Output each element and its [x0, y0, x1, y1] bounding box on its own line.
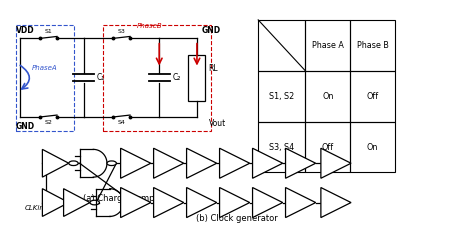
Text: C₂: C₂ — [173, 73, 181, 82]
Text: Off: Off — [322, 143, 334, 152]
Text: CLKin: CLKin — [25, 205, 45, 211]
Text: (b) Clock generator: (b) Clock generator — [196, 214, 278, 223]
Bar — [189, 55, 205, 101]
Bar — [305, 122, 350, 172]
Polygon shape — [64, 189, 90, 216]
Polygon shape — [187, 148, 217, 178]
Text: VDD: VDD — [16, 26, 34, 35]
Text: C₁: C₁ — [97, 73, 105, 82]
Text: Off: Off — [366, 92, 379, 101]
Polygon shape — [285, 148, 316, 178]
Polygon shape — [219, 187, 250, 218]
Polygon shape — [154, 148, 184, 178]
Bar — [258, 71, 305, 122]
Bar — [103, 25, 211, 131]
Text: S3, S4: S3, S4 — [269, 143, 294, 152]
Text: Phase A: Phase A — [312, 41, 344, 50]
Polygon shape — [154, 187, 184, 218]
Text: On: On — [322, 92, 333, 101]
Text: S1: S1 — [45, 29, 53, 34]
Bar — [350, 122, 395, 172]
Bar — [305, 71, 350, 122]
Polygon shape — [285, 187, 316, 218]
Polygon shape — [42, 189, 69, 216]
Bar — [350, 71, 395, 122]
Text: (a) Charge pump: (a) Charge pump — [83, 194, 155, 203]
Polygon shape — [42, 149, 69, 177]
Text: Phase B: Phase B — [356, 41, 388, 50]
Text: S1, S2: S1, S2 — [269, 92, 294, 101]
Text: RL: RL — [209, 64, 219, 73]
Circle shape — [69, 161, 78, 166]
Text: GND: GND — [16, 122, 35, 131]
Polygon shape — [321, 187, 351, 218]
Text: PhaseB: PhaseB — [137, 23, 163, 29]
Text: S2: S2 — [45, 121, 53, 125]
Polygon shape — [120, 148, 151, 178]
Polygon shape — [253, 187, 283, 218]
Text: PhaseA: PhaseA — [32, 66, 58, 71]
Bar — [305, 20, 350, 71]
Bar — [258, 20, 305, 71]
Text: S4: S4 — [118, 121, 126, 125]
Text: GND: GND — [201, 26, 221, 35]
Polygon shape — [321, 148, 351, 178]
Bar — [350, 20, 395, 71]
Bar — [16, 25, 74, 131]
Circle shape — [107, 161, 117, 166]
Polygon shape — [187, 187, 217, 218]
Text: On: On — [367, 143, 378, 152]
Polygon shape — [120, 187, 151, 218]
Text: S3: S3 — [118, 29, 126, 34]
Text: Vout: Vout — [209, 119, 226, 128]
Bar — [258, 122, 305, 172]
Polygon shape — [219, 148, 250, 178]
Circle shape — [123, 200, 133, 205]
Circle shape — [69, 200, 78, 205]
Circle shape — [90, 200, 100, 205]
Polygon shape — [253, 148, 283, 178]
